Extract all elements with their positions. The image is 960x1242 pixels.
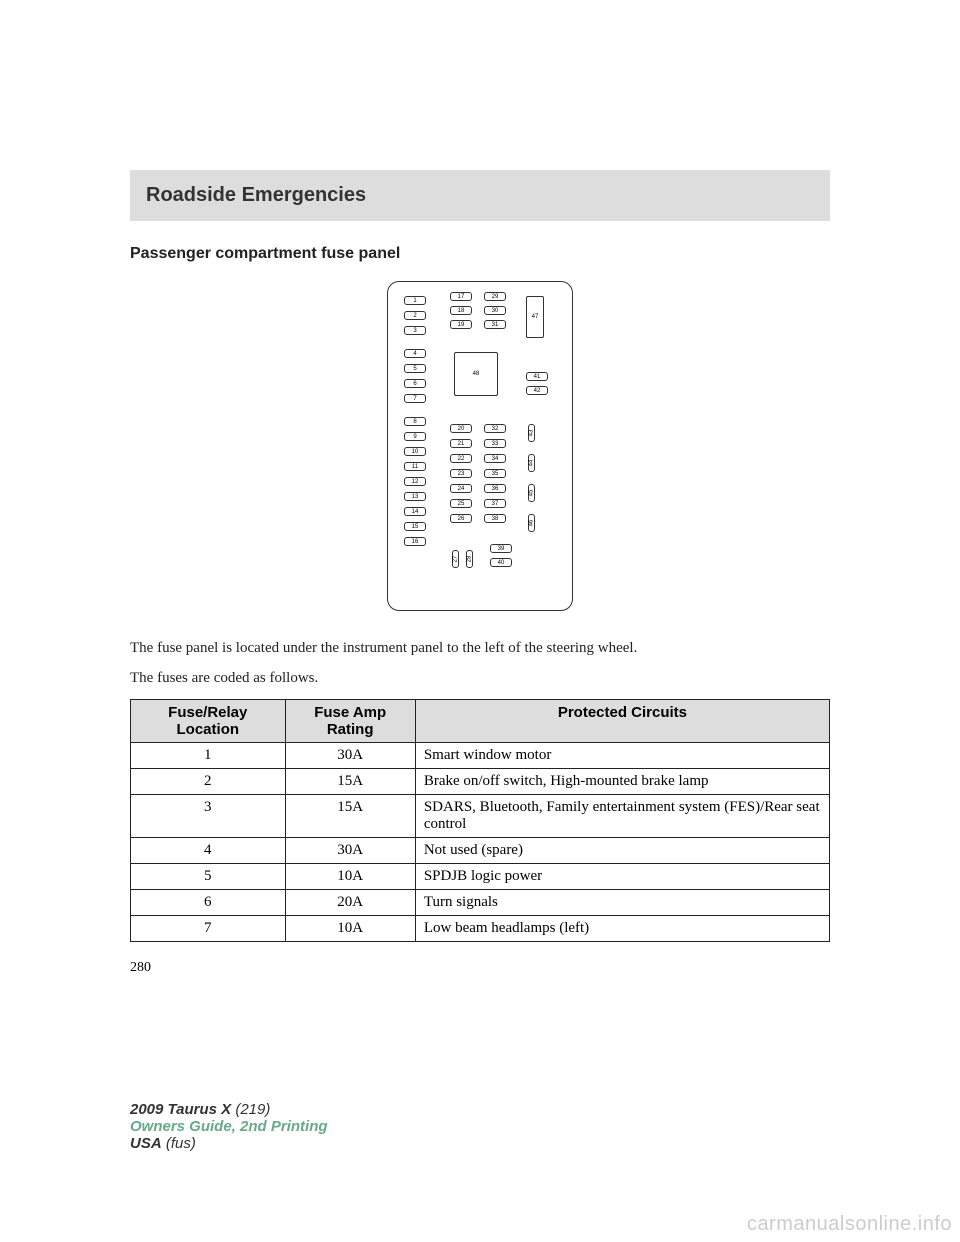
fuse-10: 10: [404, 447, 426, 456]
cell-circuit: Smart window motor: [415, 742, 829, 768]
table-row: 430ANot used (spare): [131, 837, 830, 863]
cell-location: 6: [131, 889, 286, 915]
fuse-9: 9: [404, 432, 426, 441]
fuse-5: 5: [404, 364, 426, 373]
fuse-45: 45: [528, 484, 535, 502]
cell-location: 2: [131, 768, 286, 794]
fuse-35: 35: [484, 469, 506, 478]
table-row: 510ASPDJB logic power: [131, 863, 830, 889]
cell-location: 4: [131, 837, 286, 863]
fuse-38: 38: [484, 514, 506, 523]
table-row: 620ATurn signals: [131, 889, 830, 915]
cell-amp: 10A: [285, 915, 415, 941]
fuse-31: 31: [484, 320, 506, 329]
cell-amp: 10A: [285, 863, 415, 889]
cell-amp: 20A: [285, 889, 415, 915]
body-paragraph-2: The fuses are coded as follows.: [130, 668, 830, 688]
fuse-1: 1: [404, 296, 426, 305]
fuse-41: 41: [526, 372, 548, 381]
cell-circuit: Turn signals: [415, 889, 829, 915]
fuse-20: 20: [450, 424, 472, 433]
footer-guide: Owners Guide, 2nd Printing: [130, 1118, 328, 1135]
fuse-14: 14: [404, 507, 426, 516]
footer-fus: (fus): [166, 1135, 196, 1152]
fuse-36: 36: [484, 484, 506, 493]
fuse-12: 12: [404, 477, 426, 486]
fuse-8: 8: [404, 417, 426, 426]
fuse-26: 26: [450, 514, 472, 523]
footer-num: (219): [235, 1101, 270, 1118]
cell-circuit: Low beam headlamps (left): [415, 915, 829, 941]
table-row: 315ASDARS, Bluetooth, Family entertainme…: [131, 794, 830, 837]
section-title: Passenger compartment fuse panel: [130, 245, 830, 263]
fuse-6: 6: [404, 379, 426, 388]
cell-location: 1: [131, 742, 286, 768]
th-amp: Fuse Amp Rating: [285, 699, 415, 742]
fuse-3: 3: [404, 326, 426, 335]
fuse-37: 37: [484, 499, 506, 508]
cell-amp: 30A: [285, 742, 415, 768]
fuse-25: 25: [450, 499, 472, 508]
fuse-28: 28: [466, 550, 473, 568]
fuse-11: 11: [404, 462, 426, 471]
fuse-42: 42: [526, 386, 548, 395]
fuse-diagram: 1234567891011121314151617181929303148474…: [130, 281, 830, 616]
fuse-22: 22: [450, 454, 472, 463]
table-row: 130ASmart window motor: [131, 742, 830, 768]
fuse-17: 17: [450, 292, 472, 301]
cell-location: 3: [131, 794, 286, 837]
fuse-13: 13: [404, 492, 426, 501]
fuse-40: 40: [490, 558, 512, 567]
fuse-32: 32: [484, 424, 506, 433]
fuse-24: 24: [450, 484, 472, 493]
fuse-43: 43: [528, 424, 535, 442]
chapter-title: Roadside Emergencies: [146, 184, 814, 207]
fuse-18: 18: [450, 306, 472, 315]
footer: 2009 Taurus X (219) Owners Guide, 2nd Pr…: [130, 1101, 328, 1152]
fuse-33: 33: [484, 439, 506, 448]
fuse-39: 39: [490, 544, 512, 553]
fuse-30: 30: [484, 306, 506, 315]
cell-location: 5: [131, 863, 286, 889]
th-location: Fuse/Relay Location: [131, 699, 286, 742]
page-number: 280: [130, 960, 830, 976]
th-circuits: Protected Circuits: [415, 699, 829, 742]
fuse-44: 44: [528, 454, 535, 472]
cell-circuit: Brake on/off switch, High-mounted brake …: [415, 768, 829, 794]
table-row: 710ALow beam headlamps (left): [131, 915, 830, 941]
cell-circuit: SDARS, Bluetooth, Family entertainment s…: [415, 794, 829, 837]
watermark: carmanualsonline.info: [747, 1213, 952, 1236]
cell-location: 7: [131, 915, 286, 941]
fuse-23: 23: [450, 469, 472, 478]
fuse-27: 27: [452, 550, 459, 568]
fuse-15: 15: [404, 522, 426, 531]
fuse-table: Fuse/Relay Location Fuse Amp Rating Prot…: [130, 699, 830, 942]
cell-amp: 15A: [285, 794, 415, 837]
footer-model: 2009 Taurus X: [130, 1101, 231, 1118]
cell-amp: 15A: [285, 768, 415, 794]
fuse-19: 19: [450, 320, 472, 329]
fuse-29: 29: [484, 292, 506, 301]
footer-usa: USA: [130, 1135, 162, 1152]
fuse-2: 2: [404, 311, 426, 320]
fuse-7: 7: [404, 394, 426, 403]
fuse-47: 47: [526, 296, 544, 338]
table-row: 215ABrake on/off switch, High-mounted br…: [131, 768, 830, 794]
cell-amp: 30A: [285, 837, 415, 863]
fuse-46: 46: [528, 514, 535, 532]
fuse-4: 4: [404, 349, 426, 358]
chapter-header: Roadside Emergencies: [130, 170, 830, 221]
cell-circuit: SPDJB logic power: [415, 863, 829, 889]
fuse-34: 34: [484, 454, 506, 463]
cell-circuit: Not used (spare): [415, 837, 829, 863]
fuse-48: 48: [454, 352, 498, 396]
fuse-16: 16: [404, 537, 426, 546]
body-paragraph-1: The fuse panel is located under the inst…: [130, 638, 830, 658]
fuse-21: 21: [450, 439, 472, 448]
